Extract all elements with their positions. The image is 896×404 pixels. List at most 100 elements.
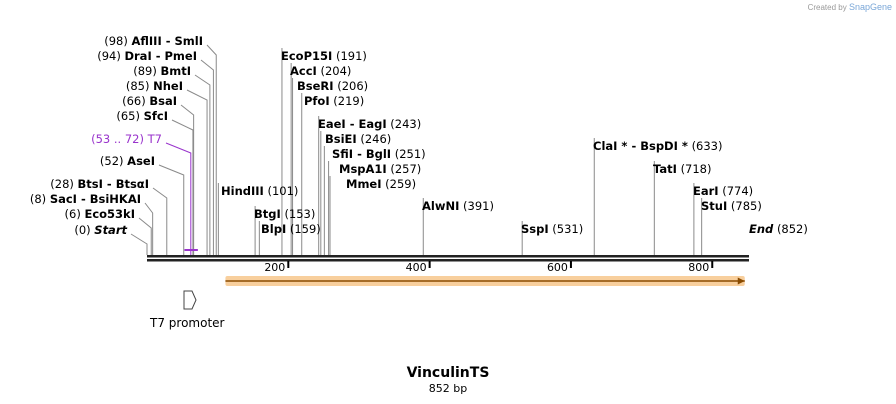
site-name-asei: AseI: [127, 154, 155, 168]
snapgene-credit: Created by SnapGene: [808, 2, 892, 12]
leader-line-saci: [144, 202, 154, 255]
leader-line-t7: [165, 142, 192, 255]
site-label-aflii[interactable]: (98) AflIII - SmlI: [104, 34, 203, 48]
site-label-blpi[interactable]: BlpI (159): [261, 222, 321, 236]
site-name-bseri: BseRI: [297, 79, 334, 93]
features: [183, 249, 745, 310]
leader-line-aflii: [206, 44, 217, 255]
site-name-drai: DraI - PmeI: [124, 49, 197, 63]
site-label-ecop15i[interactable]: EcoP15I (191): [281, 49, 367, 63]
leader-line-eco53ki: [138, 217, 152, 255]
site-label-hindiii[interactable]: HindIII (101): [221, 184, 298, 198]
leader-line-bmti: [194, 74, 211, 255]
backbone-top-strand: [147, 255, 749, 258]
site-label-bmti[interactable]: (89) BmtI: [133, 64, 191, 78]
site-name-bsai: BsaI: [149, 94, 177, 108]
site-label-mspa1i[interactable]: MspA1I (257): [339, 162, 421, 176]
site-label-sfii[interactable]: SfiI - BglI (251): [332, 147, 426, 161]
site-position-stui: (785): [731, 199, 762, 213]
site-name-start: Start: [94, 223, 127, 237]
site-position-saci: (8): [30, 192, 46, 206]
t7-promoter-arrow[interactable]: [183, 290, 197, 310]
site-label-start[interactable]: (0) Start: [74, 223, 127, 237]
site-label-tati[interactable]: TatI (718): [653, 162, 712, 176]
site-position-hindiii: (101): [267, 184, 298, 198]
site-position-nhei: (85): [126, 79, 150, 93]
sequence-length: 852 bp: [428, 382, 468, 395]
site-name-blpi: BlpI: [261, 222, 286, 236]
leader-line-btsi: [152, 187, 168, 255]
site-label-sspi[interactable]: SspI (531): [521, 222, 583, 236]
site-name-tati: TatI: [653, 162, 677, 176]
site-label-acci[interactable]: AccI (204): [290, 64, 351, 78]
site-name-alwni: AlwNI: [422, 199, 459, 213]
enzyme-labels: (0) Start(6) Eco53kI(8) SacI - BsiHKAI(2…: [30, 34, 808, 237]
site-position-blpi: (159): [290, 222, 321, 236]
site-name-sfci: SfcI: [144, 109, 168, 123]
site-name-stui: StuI: [701, 199, 727, 213]
site-label-end[interactable]: End (852): [749, 222, 808, 236]
site-name-nhei: NheI: [153, 79, 183, 93]
site-position-start: (0): [74, 223, 90, 237]
site-name-eari: EarI: [693, 184, 719, 198]
site-position-end: (852): [777, 222, 808, 236]
site-name-ecop15i: EcoP15I: [281, 49, 332, 63]
site-label-t7[interactable]: (53 .. 72) T7: [91, 132, 162, 146]
site-position-asei: (52): [100, 154, 124, 168]
site-label-eco53ki[interactable]: (6) Eco53kI: [65, 207, 135, 221]
site-label-stui[interactable]: StuI (785): [701, 199, 762, 213]
leader-line-start: [130, 233, 148, 255]
site-position-drai: (94): [97, 49, 121, 63]
site-name-aflii: AflIII - SmlI: [131, 34, 203, 48]
site-name-acci: AccI: [290, 64, 317, 78]
site-label-bseri[interactable]: BseRI (206): [297, 79, 368, 93]
site-label-drai[interactable]: (94) DraI - PmeI: [97, 49, 197, 63]
site-label-asei[interactable]: (52) AseI: [100, 154, 155, 168]
ruler: 200 400 600 800: [264, 261, 714, 274]
site-name-mspa1i: MspA1I: [339, 162, 387, 176]
site-name-t7: T7: [147, 132, 162, 146]
site-position-sspi: (531): [552, 222, 583, 236]
site-label-bsiei[interactable]: BsiEI (246): [325, 132, 391, 146]
site-label-btsi[interactable]: (28) BtsI - BtsαI: [50, 177, 149, 191]
site-name-sfii: SfiI - BglI: [332, 147, 391, 161]
site-label-clai[interactable]: ClaI * - BspDI * (633): [593, 139, 723, 153]
site-name-mmei: MmeI: [346, 177, 382, 191]
site-name-end: End: [749, 222, 774, 236]
leader-line-asei: [158, 164, 185, 255]
site-label-nhei[interactable]: (85) NheI: [126, 79, 183, 93]
site-label-bsai[interactable]: (66) BsaI: [122, 94, 177, 108]
ruler-label-600: 600: [547, 261, 568, 274]
site-label-btgi[interactable]: BtgI (153): [254, 207, 315, 221]
ruler-label-800: 800: [688, 261, 709, 274]
site-position-acci: (204): [320, 64, 351, 78]
site-position-tati: (718): [681, 162, 712, 176]
site-label-alwni[interactable]: AlwNI (391): [422, 199, 494, 213]
orf-arrowhead: [737, 277, 745, 285]
enzyme-leader-lines: [130, 44, 703, 255]
leader-line-drai: [200, 59, 214, 255]
site-label-mmei[interactable]: MmeI (259): [346, 177, 416, 191]
site-name-hindiii: HindIII: [221, 184, 264, 198]
site-position-eco53ki: (6): [65, 207, 81, 221]
site-label-saci[interactable]: (8) SacI - BsiHKAI: [30, 192, 141, 206]
site-name-bmti: BmtI: [160, 64, 191, 78]
site-position-mspa1i: (257): [390, 162, 421, 176]
site-label-eaei[interactable]: EaeI - EagI (243): [318, 117, 421, 131]
site-position-ecop15i: (191): [336, 49, 367, 63]
site-name-sspi: SspI: [521, 222, 549, 236]
site-position-clai: (633): [692, 139, 723, 153]
site-label-sfci[interactable]: (65) SfcI: [116, 109, 168, 123]
site-name-clai: ClaI * - BspDI *: [593, 139, 688, 153]
site-label-eari[interactable]: EarI (774): [693, 184, 753, 198]
t7-promoter-label[interactable]: T7 promoter: [150, 316, 225, 330]
site-name-pfoi: PfoI: [304, 94, 330, 108]
site-position-pfoi: (219): [333, 94, 364, 108]
site-name-btgi: BtgI: [254, 207, 281, 221]
site-name-eaei: EaeI - EagI: [318, 117, 387, 131]
site-position-bsai: (66): [122, 94, 146, 108]
site-label-pfoi[interactable]: PfoI (219): [304, 94, 364, 108]
site-position-sfci: (65): [116, 109, 140, 123]
site-name-eco53ki: Eco53kI: [84, 207, 135, 221]
